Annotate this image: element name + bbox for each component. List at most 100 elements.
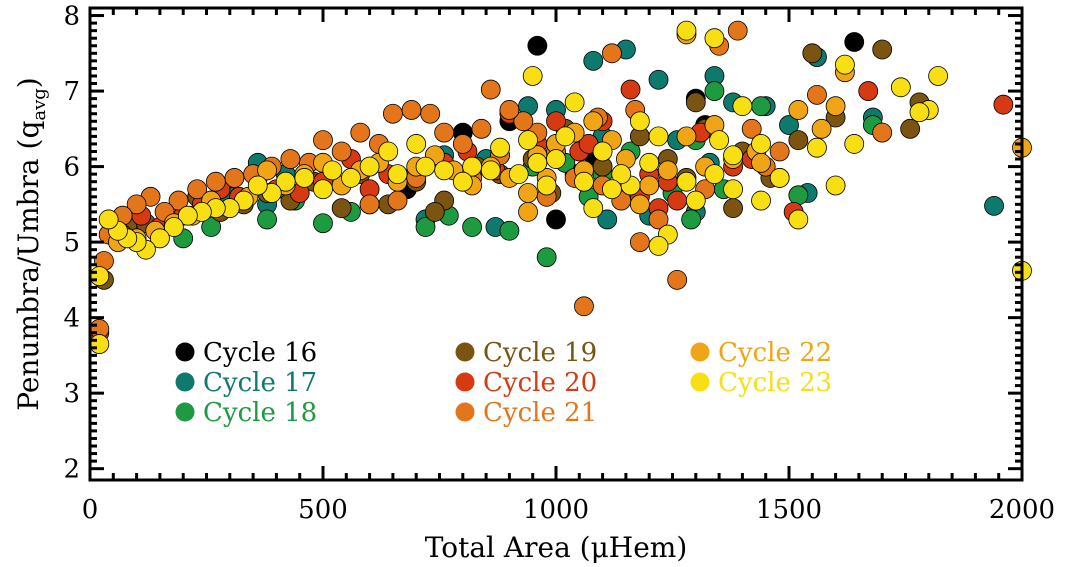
legend-marker-cycle-18 [175,402,195,422]
point-cycle-23-3 [928,66,949,86]
point-cycle-23-29 [518,130,538,151]
point-cycle-21-15 [382,103,403,124]
y-tick-label-5: 5 [63,228,80,258]
legend-marker-cycle-16 [175,342,195,362]
point-cycle-18-1 [462,217,483,237]
point-cycle-22-44 [751,152,771,173]
legend-label-cycle-21: Cycle 21 [483,398,597,428]
point-cycle-21-41 [872,122,893,143]
legend-label-cycle-20: Cycle 20 [483,368,597,398]
x-tick-label-0: 0 [82,495,99,525]
y-tick-label-2: 2 [63,455,80,485]
point-cycle-23-31 [490,137,510,158]
data-points [89,20,1032,354]
point-cycle-23-35 [434,160,455,181]
point-cycle-17-26 [779,115,799,135]
x-tick-label-500: 500 [298,495,348,525]
point-cycle-23-11 [825,175,846,196]
x-tick-label-1500: 1500 [756,495,822,525]
point-cycle-23-14 [723,145,743,166]
point-cycle-23-23 [583,198,604,219]
point-cycle-16-0 [527,35,548,56]
point-cycle-23-67 [751,190,771,211]
legend-label-cycle-19: Cycle 19 [483,338,597,368]
point-cycle-23-26 [546,149,566,169]
point-cycle-21-8 [513,111,534,132]
point-cycle-23-25 [555,126,576,147]
point-cycle-23-32 [480,160,501,181]
point-cycle-23-39 [378,141,399,162]
point-cycle-20-2 [620,79,641,100]
point-cycle-23-16 [676,171,697,192]
point-cycle-23-61 [89,266,110,286]
point-cycle-19-1 [802,43,823,64]
point-cycle-22-18 [518,202,538,222]
point-cycle-23-68 [769,168,790,188]
point-cycle-23-5 [835,54,855,75]
y-axis-label-close: ) [12,77,45,88]
point-cycle-17-21 [984,195,1004,216]
point-cycle-23-13 [751,134,771,154]
point-cycle-21-35 [648,209,669,230]
point-cycle-17-19 [597,209,618,230]
point-cycle-21-30 [126,194,147,215]
point-cycle-23-44 [294,168,315,188]
legend-label-cycle-22: Cycle 22 [718,338,832,368]
point-cycle-19-36 [424,202,445,222]
point-cycle-18-16 [704,81,725,101]
point-cycle-21-25 [205,171,226,192]
point-cycle-21-19 [313,130,333,151]
point-cycle-23-8 [909,102,930,123]
point-cycle-18-4 [415,217,436,237]
legend-marker-cycle-21 [455,402,475,422]
point-cycle-21-21 [280,149,301,169]
point-cycle-23-24 [574,171,594,192]
point-cycle-17-0 [583,50,604,71]
point-cycle-20-37 [667,190,688,211]
y-tick-label-6: 6 [63,153,80,183]
point-cycle-23-36 [415,156,436,177]
point-cycle-20-1 [858,81,879,101]
point-cycle-23-63 [723,179,743,200]
point-cycle-21-17 [350,122,371,143]
point-cycle-21-36 [629,232,650,253]
point-cycle-19-21 [331,198,352,219]
point-cycle-21-49 [387,190,408,211]
point-cycle-21-42 [769,141,790,162]
point-cycle-19-8 [685,92,706,113]
point-cycle-23-28 [527,152,548,173]
legend-marker-cycle-20 [455,372,475,392]
point-cycle-23-15 [704,164,725,185]
point-cycle-23-34 [452,171,473,192]
point-cycle-23-42 [322,160,343,181]
x-tick-label-2000: 2000 [989,495,1055,525]
tick-labels: 0 500 1000 1500 2000 2 3 4 5 6 7 8 [63,2,1055,525]
point-cycle-18-15 [751,96,771,117]
point-cycle-23-12 [788,209,809,230]
point-cycle-23-45 [275,171,296,192]
point-cycle-23-60 [89,334,110,354]
point-cycle-18-5 [257,209,277,230]
point-cycle-23-38 [387,164,408,185]
point-cycle-21-12 [434,122,455,143]
point-cycle-21-50 [359,194,380,215]
point-cycle-23-6 [564,92,585,113]
point-cycle-23-2 [522,66,543,86]
y-tick-label-4: 4 [63,304,80,334]
point-cycle-23-47 [247,175,268,196]
point-cycle-18-13 [681,209,702,230]
point-cycle-23-52 [177,205,198,226]
point-cycle-23-22 [592,141,613,162]
point-cycle-21-27 [168,190,189,211]
point-cycle-23-1 [704,28,725,49]
x-axis-label: Total Area (μHem) [425,531,688,564]
point-cycle-23-65 [648,235,669,256]
point-cycle-23-4 [890,77,911,98]
legend-marker-cycle-17 [175,372,195,392]
point-cycle-22-10 [629,194,650,215]
point-cycle-21-3 [480,79,501,100]
point-cycle-23-71 [629,111,650,132]
point-cycle-22-13 [583,111,604,132]
y-axis-label: Penumbra/Umbra (qavg) [12,77,50,410]
legend-label-cycle-17: Cycle 17 [203,368,317,398]
